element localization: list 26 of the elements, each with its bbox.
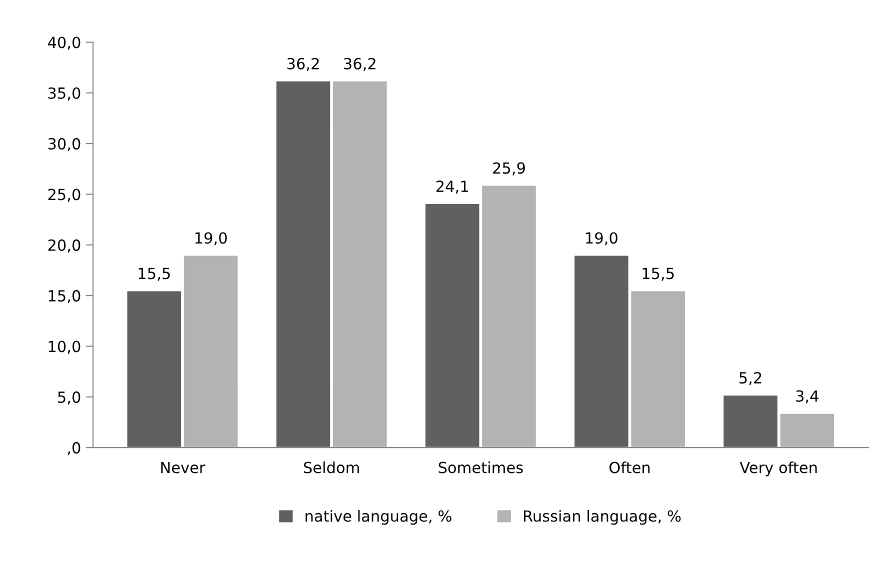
data-label: 3,4 bbox=[796, 390, 818, 404]
data-label: 25,9 bbox=[493, 162, 525, 176]
legend-label: native language, % bbox=[306, 510, 452, 525]
x-tick-label: Seldom bbox=[304, 461, 359, 474]
y-tick-label: 20,0 bbox=[48, 239, 80, 252]
data-label: 15,5 bbox=[642, 268, 674, 281]
data-label: 19,0 bbox=[586, 232, 618, 246]
x-tick-label: Never bbox=[161, 462, 206, 474]
x-tick-label: Often bbox=[609, 461, 650, 474]
y-tick-label: 15,0 bbox=[48, 290, 80, 304]
legend-label: Russian language, % bbox=[524, 510, 681, 525]
data-label: 19,0 bbox=[195, 232, 227, 246]
y-tick-label: 35,0 bbox=[48, 87, 80, 100]
y-tick-label: 25,0 bbox=[48, 188, 80, 202]
y-tick-label: 30,0 bbox=[48, 138, 80, 152]
y-tick-label: 5,0 bbox=[58, 391, 80, 404]
data-label: 5,2 bbox=[740, 372, 762, 386]
data-label: 24,1 bbox=[436, 180, 468, 194]
x-tick-label: Very often bbox=[740, 461, 817, 476]
y-tick-label: 10,0 bbox=[48, 340, 80, 354]
data-label: 36,2 bbox=[344, 58, 376, 71]
data-label: 15,5 bbox=[138, 268, 170, 281]
x-tick-label: Sometimes bbox=[438, 461, 523, 474]
data-label: 36,2 bbox=[287, 58, 319, 71]
y-tick-label: ,0 bbox=[68, 442, 80, 456]
y-tick-label: 40,0 bbox=[48, 36, 80, 50]
